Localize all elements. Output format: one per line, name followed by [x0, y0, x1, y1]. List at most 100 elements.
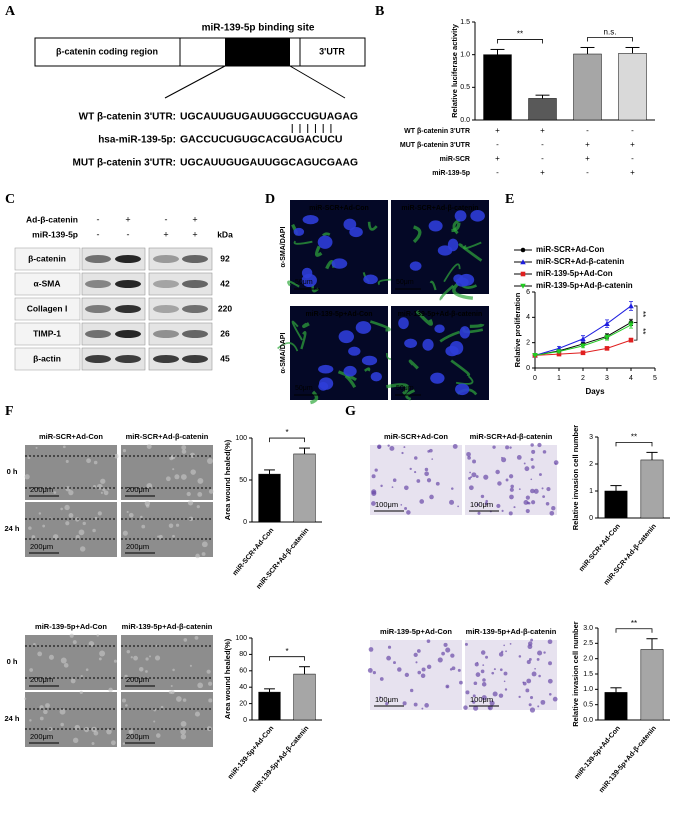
- stained-cell: [525, 495, 530, 500]
- actin-fiber: [367, 221, 378, 231]
- stained-cell: [429, 448, 433, 453]
- wound-image: [25, 502, 117, 557]
- cell-texture: [33, 643, 36, 646]
- stained-cell: [371, 474, 376, 479]
- cell-texture: [39, 705, 44, 710]
- stained-cell: [472, 459, 477, 464]
- stained-cell: [513, 506, 516, 509]
- stained-cell: [516, 455, 522, 460]
- stained-cell: [547, 678, 553, 684]
- actin-fiber: [377, 278, 393, 286]
- stained-cell: [553, 460, 559, 465]
- blot-band: [153, 355, 179, 363]
- panel-letter: E: [505, 192, 514, 207]
- actin-fiber: [386, 383, 410, 396]
- stained-cell: [543, 651, 546, 654]
- stained-cell: [530, 443, 534, 447]
- stained-cell: [526, 678, 532, 684]
- condition-sign: +: [125, 214, 130, 224]
- nucleus: [348, 346, 361, 356]
- wound-image: [121, 635, 213, 690]
- stained-cell: [541, 487, 544, 490]
- cell-texture: [172, 668, 175, 672]
- stained-cell: [392, 478, 397, 482]
- stained-cell: [480, 494, 485, 499]
- y-tick-label: 0.0: [583, 717, 593, 724]
- cell-texture: [175, 523, 180, 527]
- image-label: miR-SCR+Ad-β-catenin: [470, 432, 553, 441]
- stained-cell: [426, 639, 431, 643]
- stained-cell: [457, 668, 461, 672]
- stained-cell: [379, 677, 384, 681]
- cell-texture: [92, 528, 96, 533]
- y-tick-label: 1: [589, 488, 593, 495]
- blot-panel: [81, 272, 146, 296]
- significance-bracket: [615, 441, 653, 447]
- cell-texture: [180, 474, 187, 480]
- stained-cell: [413, 702, 418, 707]
- actin-fiber: [344, 374, 357, 389]
- significance-label: *: [285, 428, 288, 437]
- blot-panel: [81, 297, 146, 321]
- stained-cell: [528, 641, 533, 646]
- nucleus: [447, 238, 459, 252]
- stained-cell: [533, 488, 539, 494]
- cell-texture: [64, 504, 70, 511]
- image-label: miR-SCR+Ad-Con: [39, 432, 103, 441]
- protein-label: β-actin: [33, 353, 61, 363]
- stained-cell: [391, 486, 394, 489]
- cell-texture: [83, 726, 90, 733]
- stained-cell: [480, 650, 486, 655]
- bar: [618, 53, 647, 121]
- stained-cell: [449, 668, 453, 671]
- cell-texture: [60, 657, 67, 664]
- legend-marker: [520, 259, 526, 265]
- y-axis-label: Relative proliferation: [513, 292, 522, 367]
- significance-bracket: [615, 628, 653, 633]
- cell-texture: [28, 526, 32, 530]
- stained-cell: [449, 499, 455, 505]
- cell-texture: [65, 521, 70, 526]
- cell-texture: [125, 704, 128, 707]
- stained-cell: [492, 691, 498, 697]
- y-axis-label: Area wound healed(%): [223, 638, 232, 719]
- condition-sign: -: [586, 126, 589, 135]
- blot-band: [85, 330, 111, 338]
- y-tick-label: 50: [239, 477, 247, 484]
- stained-cell: [415, 661, 418, 664]
- stained-cell: [501, 509, 504, 512]
- cell-texture: [113, 659, 118, 663]
- condition-sign: +: [495, 126, 500, 135]
- actin-fiber: [277, 342, 299, 352]
- stained-cell: [466, 451, 471, 457]
- stained-cell: [379, 696, 382, 699]
- cell-texture: [145, 670, 148, 673]
- y-tick-label: 4: [526, 314, 530, 321]
- nucleus: [318, 364, 334, 374]
- stained-cell: [401, 451, 404, 455]
- sequence-label: hsa-miR-139-5p:: [98, 135, 176, 146]
- y-tick-label: 40: [239, 684, 247, 691]
- actin-fiber: [408, 359, 419, 370]
- actin-fiber: [450, 359, 471, 376]
- data-point: [604, 320, 610, 326]
- nucleus: [428, 220, 443, 232]
- sequence-label: WT β-catenin 3'UTR:: [79, 112, 176, 123]
- sequence-label: MUT β-catenin 3'UTR:: [73, 158, 176, 169]
- data-point: [628, 337, 634, 343]
- stained-cell: [435, 481, 440, 486]
- nucleus: [343, 365, 357, 377]
- y-tick-label: 2.5: [583, 640, 593, 647]
- stained-cell: [542, 495, 546, 499]
- stained-cell: [538, 473, 542, 477]
- stained-cell: [468, 485, 474, 491]
- unit-label: kDa: [217, 229, 233, 239]
- scale-label: 100μm: [470, 695, 493, 704]
- kda-label: 220: [218, 303, 232, 313]
- stained-cell: [495, 469, 500, 475]
- condition-sign: -: [631, 126, 634, 135]
- wound-image: [121, 445, 213, 500]
- significance-bracket: [634, 305, 638, 323]
- data-point: [580, 343, 586, 349]
- cell-texture: [128, 729, 134, 735]
